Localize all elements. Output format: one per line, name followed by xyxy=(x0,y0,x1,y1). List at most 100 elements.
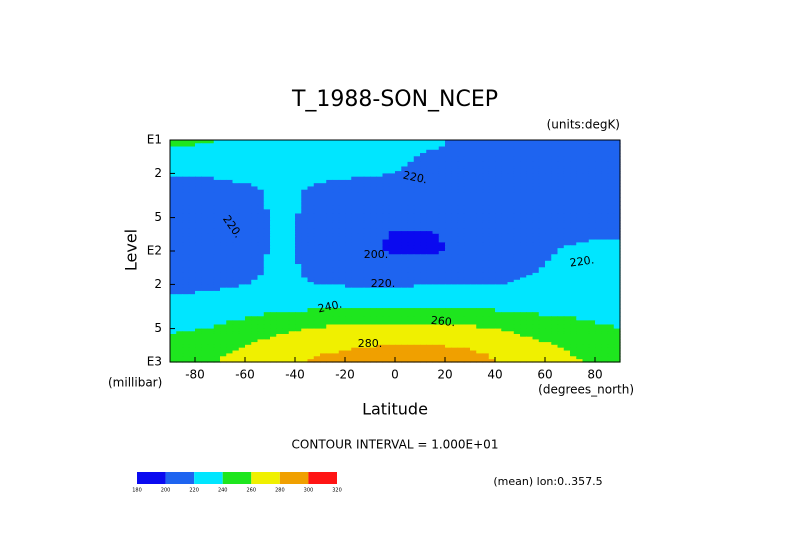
contour-cell xyxy=(570,176,577,181)
contour-cell xyxy=(345,339,352,343)
contour-cell xyxy=(238,251,246,255)
contour-cell xyxy=(607,231,615,235)
contour-cell xyxy=(495,156,502,161)
contour-cell xyxy=(563,275,571,279)
contour-cell xyxy=(232,294,240,299)
contour-cell xyxy=(407,257,415,262)
contour-cell xyxy=(288,254,296,259)
contour-cell xyxy=(470,231,477,235)
contour-cell xyxy=(595,294,602,299)
contour-cell xyxy=(307,257,315,262)
contour-cell xyxy=(276,140,284,144)
contour-cell xyxy=(595,251,602,255)
contour-cell xyxy=(370,308,377,313)
contour-cell xyxy=(201,294,209,299)
contour-cell xyxy=(251,213,259,219)
contour-cell xyxy=(495,225,502,229)
contour-cell xyxy=(376,275,384,279)
contour-cell xyxy=(538,173,546,178)
contour-cell xyxy=(538,153,546,157)
contour-cell xyxy=(407,233,415,238)
contour-cell xyxy=(257,209,265,215)
contour-cell xyxy=(588,166,596,170)
contour-cell xyxy=(195,168,202,172)
contour-cell xyxy=(413,233,421,238)
contour-cell xyxy=(270,242,277,246)
contour-cell xyxy=(488,339,496,343)
contour-cell xyxy=(501,342,509,346)
contour-cell xyxy=(407,312,415,317)
contour-cell xyxy=(526,156,534,161)
contour-cell xyxy=(463,260,471,265)
contour-cell xyxy=(476,339,484,343)
contour-cell xyxy=(188,242,196,246)
contour-cell xyxy=(245,300,252,305)
contour-cell xyxy=(238,201,246,206)
contour-cell xyxy=(363,197,371,202)
contour-cell xyxy=(226,356,234,360)
contour-cell xyxy=(257,303,265,309)
contour-cell xyxy=(332,220,340,224)
contour-cell xyxy=(607,303,615,309)
contour-cell xyxy=(213,353,221,357)
contour-cell xyxy=(476,197,484,202)
contour-cell xyxy=(551,239,559,244)
contour-cell xyxy=(276,277,284,281)
contour-cell xyxy=(182,333,190,338)
contour-cell xyxy=(263,254,271,259)
contour-cell xyxy=(288,225,296,229)
contour-cell xyxy=(263,333,271,338)
contour-cell xyxy=(338,171,346,175)
contour-cell xyxy=(545,248,552,252)
contour-cell xyxy=(357,242,365,246)
contour-cell xyxy=(182,359,190,363)
contour-cell xyxy=(438,225,446,229)
contour-cell xyxy=(382,231,390,235)
contour-cell xyxy=(332,284,340,289)
contour-cell xyxy=(426,248,434,252)
contour-cell xyxy=(507,290,515,295)
contour-cell xyxy=(295,270,302,274)
contour-cell xyxy=(557,231,565,235)
contour-cell xyxy=(557,260,565,265)
contour-cell xyxy=(426,183,434,188)
contour-cell xyxy=(301,344,309,349)
contour-cell xyxy=(588,140,596,144)
contour-cell xyxy=(582,228,590,232)
contour-cell xyxy=(320,173,327,178)
contour-cell xyxy=(395,168,402,172)
contour-cell xyxy=(170,356,177,360)
contour-cell xyxy=(382,140,390,144)
contour-cell xyxy=(538,186,546,191)
contour-cell xyxy=(595,239,602,244)
contour-cell xyxy=(507,166,515,170)
contour-cell xyxy=(551,294,559,299)
contour-cell xyxy=(482,176,490,181)
contour-cell xyxy=(413,275,421,279)
contour-cell xyxy=(401,336,409,340)
contour-cell xyxy=(407,217,415,221)
contour-cell xyxy=(370,239,377,244)
contour-cell xyxy=(176,248,184,252)
contour-cell xyxy=(588,220,596,224)
contour-cell xyxy=(495,233,502,238)
contour-cell xyxy=(470,290,477,295)
contour-cell xyxy=(545,279,552,283)
contour-cell xyxy=(345,320,352,326)
contour-cell xyxy=(363,146,371,151)
contour-cell xyxy=(601,236,609,241)
contour-cell xyxy=(370,189,377,194)
contour-cell xyxy=(463,205,471,210)
contour-cell xyxy=(207,342,215,346)
contour-cell xyxy=(251,225,259,229)
contour-cell xyxy=(576,272,584,276)
contour-cell xyxy=(288,272,296,276)
contour-cell xyxy=(288,267,296,272)
contour-cell xyxy=(201,197,209,202)
contour-cell xyxy=(601,205,609,210)
contour-cell xyxy=(501,277,509,281)
contour-cell xyxy=(207,149,215,154)
contour-cell xyxy=(276,220,284,224)
contour-cell xyxy=(245,149,252,154)
contour-cell xyxy=(320,179,327,184)
